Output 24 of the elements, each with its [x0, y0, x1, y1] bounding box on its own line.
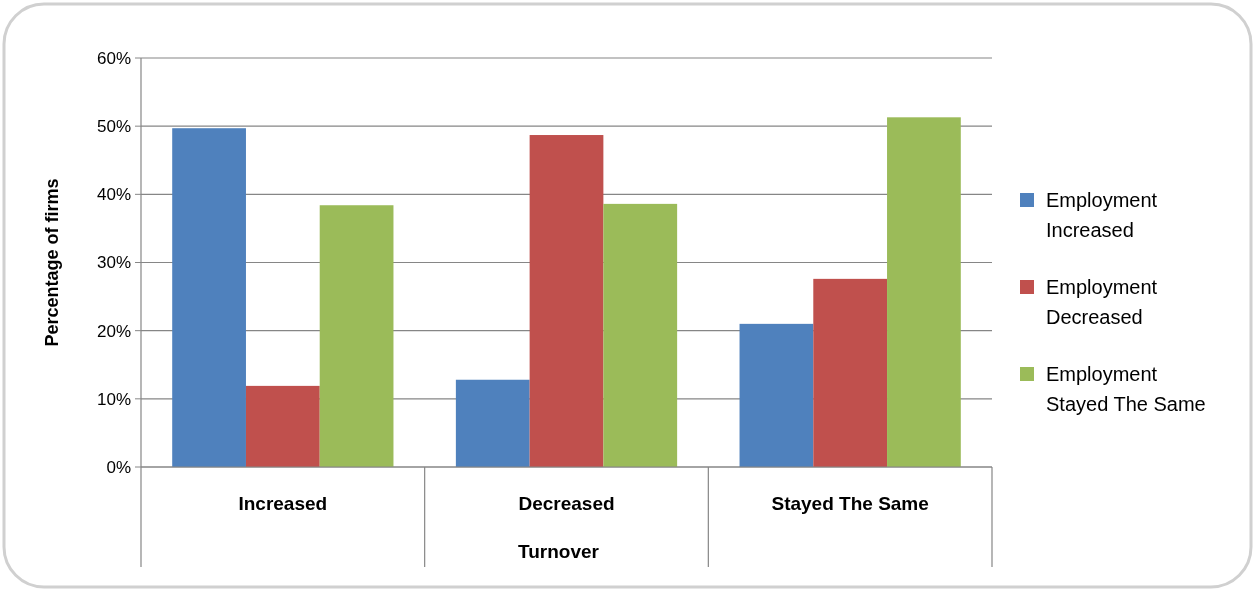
y-tick-label: 50% — [96, 117, 131, 137]
bar — [813, 278, 888, 467]
bar — [887, 117, 961, 467]
y-tick-label: 40% — [96, 185, 131, 205]
x-tick-label: Stayed The Same — [771, 493, 929, 514]
x-tick-label: Increased — [238, 493, 328, 514]
bar — [245, 385, 320, 467]
x-tick-label: Decreased — [518, 493, 615, 514]
legend-label: Employment Decreased — [1046, 276, 1158, 328]
bar — [739, 323, 814, 467]
bar — [172, 128, 246, 467]
bar — [455, 379, 530, 467]
y-tick-label: 20% — [96, 321, 131, 341]
y-tick-label: 0% — [106, 457, 131, 477]
bar — [319, 205, 394, 467]
legend-label: Employment Increased — [1046, 189, 1158, 241]
y-tick-label: 60% — [96, 48, 131, 68]
bar — [529, 135, 604, 467]
y-axis-title: Percentage of firms — [42, 178, 62, 347]
y-tick-label: 30% — [96, 253, 131, 273]
legend-label: Employment Stayed The Same — [1046, 363, 1206, 415]
y-tick-label: 10% — [96, 389, 131, 409]
x-axis-title: Turnover — [518, 541, 600, 562]
bar — [603, 203, 678, 467]
